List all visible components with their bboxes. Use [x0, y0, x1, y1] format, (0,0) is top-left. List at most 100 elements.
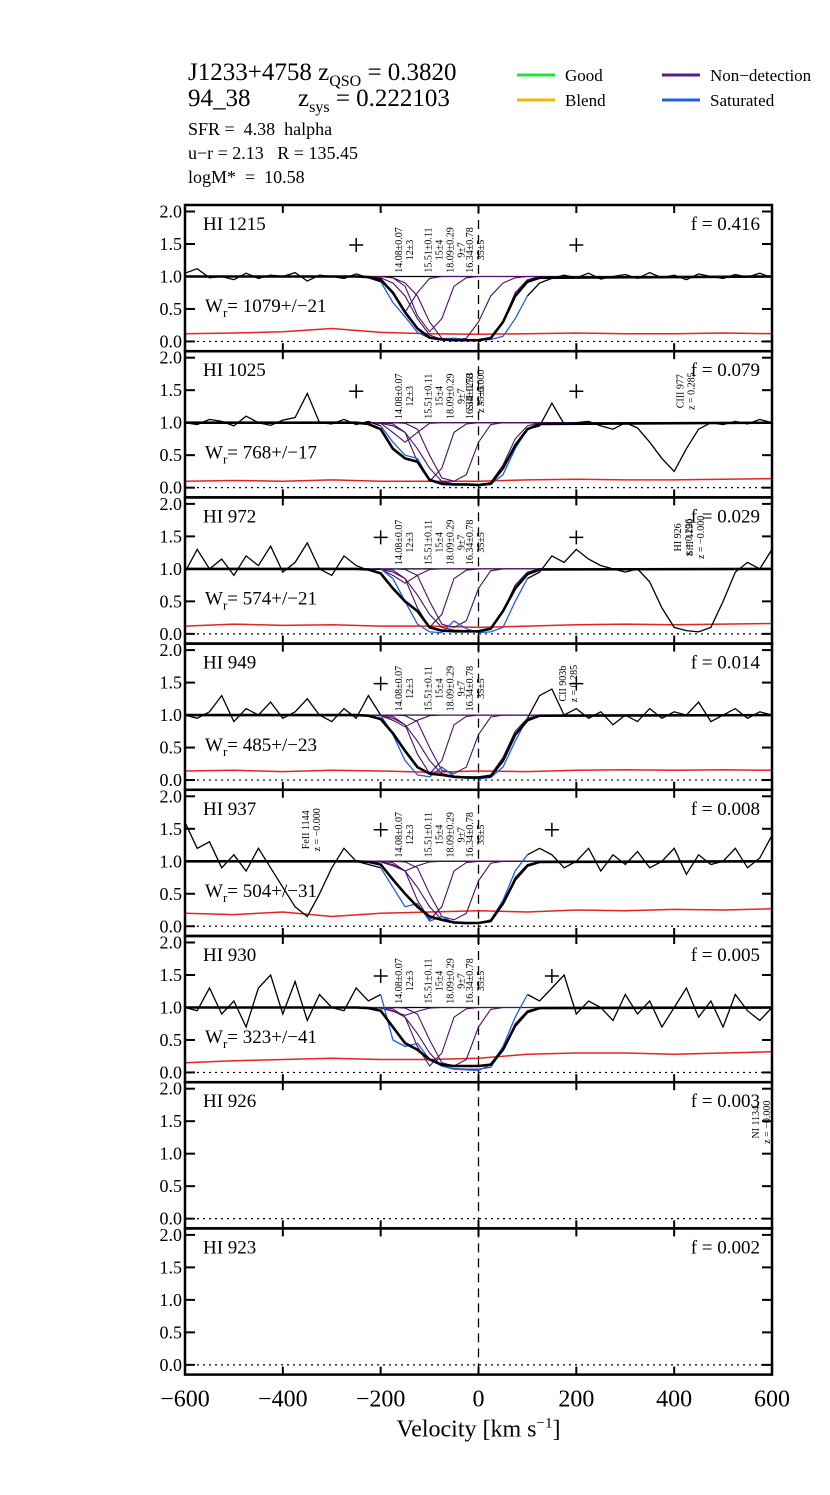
z-symbol: z [298, 85, 309, 112]
y-tick-label: 1.5 [160, 1257, 183, 1277]
color-text: u−r = 2.13 R = 135.45 [188, 143, 358, 163]
transition-label: HI 949 [203, 653, 256, 674]
component-b: 35±5 [476, 240, 487, 261]
component-logn: 14.08±0.07 [394, 227, 405, 273]
line-id-z: z = −0.000 [762, 1101, 773, 1144]
line-id-name: HI 926 [673, 523, 684, 551]
wr-subscript: r [223, 451, 228, 466]
wr-value: = 485+/−23 [227, 735, 317, 756]
component-b: 15±4 [434, 971, 445, 992]
y-tick-label: 0.5 [160, 445, 183, 465]
equivalent-width: Wr= 485+/−23 [205, 735, 317, 759]
equivalent-width: Wr= 323+/−41 [205, 1027, 317, 1051]
y-tick-label: 1.0 [160, 1290, 183, 1310]
component-b: 35±5 [476, 386, 487, 407]
component-b: 35±5 [476, 532, 487, 553]
flux-spectrum [184, 822, 773, 918]
panel: 0.0 0.5 1.0 1.5 2.0 HI 972 f = 0.029 Wr= 574+/−… [160, 494, 774, 645]
y-tick-label: 2.0 [160, 1079, 183, 1099]
y-tick-label: 1.0 [160, 997, 183, 1017]
panel: 0.0 0.5 1.0 1.5 2.0 HI 937 f = 0.008 Wr= 504+/−… [160, 786, 774, 938]
y-tick-label: 0.0 [160, 1209, 183, 1229]
transition-label: HI 972 [203, 506, 256, 527]
integration-limit [373, 969, 388, 983]
line-id-z: z = 0.285 [686, 372, 697, 410]
component-logn: 16.34±0.78 [465, 520, 476, 566]
component-logn: 14.08±0.07 [394, 812, 405, 858]
mass-text: logM* = 10.58 [188, 167, 305, 187]
error-spectrum [184, 622, 773, 629]
wr-subscript: r [223, 1036, 228, 1051]
transition-label: HI 1215 [203, 214, 266, 235]
line-id-z: z = −0.000 [312, 808, 323, 851]
y-tick-label: 0.5 [160, 1030, 183, 1050]
line-id-z: z = 0.285 [569, 665, 580, 703]
model-fit [185, 1006, 773, 1068]
y-tick-label: 0.0 [160, 770, 183, 790]
y-tick-label: 0.0 [160, 624, 183, 644]
error-spectrum [184, 768, 773, 774]
panel: 0.0 0.5 1.0 1.5 2.0 −600 −400 −200 0 200 400 600 Vel… [160, 1225, 791, 1443]
equivalent-width: Wr= 504+/−31 [205, 881, 317, 905]
wr-subscript: r [223, 305, 228, 320]
flux-spectrum [184, 688, 773, 726]
y-tick-label: 0.0 [160, 1355, 183, 1375]
y-tick-label: 2.0 [160, 1225, 183, 1245]
y-tick-label: 2.0 [160, 494, 183, 514]
wr-value: = 504+/−31 [227, 881, 317, 902]
line-id-z: z = 0.226 [684, 519, 695, 557]
subscript: QSO [329, 73, 361, 90]
component-b: 12±3 [405, 240, 416, 261]
integration-limit [569, 384, 584, 399]
component-logn: 15.51±0.11 [423, 374, 434, 419]
wr-symbol: W [205, 442, 223, 463]
sfr-text: SFR = 4.38 halpha [188, 119, 332, 139]
integration-limit [544, 969, 559, 983]
component-b: 15±4 [434, 240, 445, 261]
transition-label: HI 930 [203, 945, 256, 966]
wr-subscript: r [223, 890, 228, 905]
component-logn: 14.08±0.07 [394, 666, 405, 712]
component-logn: 15.51±0.11 [423, 812, 434, 857]
x-tick-label: 200 [558, 1387, 594, 1413]
y-tick-label: 0.0 [160, 478, 183, 498]
oscillator-strength: f = 0.003 [691, 1091, 760, 1112]
line-id-name: SiII 1190 [685, 519, 696, 556]
panel: 0.0 0.5 1.0 1.5 2.0 HI 1025 f = 0.079 Wr= 768+/… [160, 348, 774, 499]
component-logn: 16.34±0.78 [465, 227, 476, 273]
flux-spectrum [380, 281, 528, 341]
component-logn: 18.09±0.29 [445, 227, 456, 273]
component-b: 9±7 [456, 242, 467, 258]
wr-symbol: W [205, 735, 223, 756]
y-tick-label: 0.5 [160, 884, 183, 904]
integration-limit [569, 676, 584, 691]
y-tick-label: 1.5 [160, 819, 183, 839]
y-tick-label: 1.0 [160, 559, 183, 579]
y-tick-label: 0.5 [160, 299, 183, 319]
y-tick-label: 1.5 [160, 380, 183, 400]
component-b: 12±3 [405, 825, 416, 846]
x-tick-label: −600 [160, 1387, 210, 1413]
transition-label: HI 926 [203, 1091, 256, 1112]
model-fit [185, 713, 773, 779]
y-tick-label: 1.0 [160, 413, 183, 433]
equivalent-width: Wr= 574+/−21 [205, 589, 317, 613]
component-b: 9±7 [456, 535, 467, 551]
model-fit [185, 567, 773, 633]
line-id-name: CII 903b [558, 666, 569, 702]
title-line-1: J1233+4758 zQSO = 0.3820 [188, 59, 457, 90]
legend-label: Non−detection [710, 66, 812, 85]
component-b: 9±7 [456, 973, 467, 989]
x-tick-label: −400 [258, 1387, 308, 1413]
x-label-text: Velocity [km s [397, 1417, 537, 1443]
error-spectrum [184, 477, 773, 482]
component-logn: 14.08±0.07 [394, 520, 405, 566]
y-tick-label: 0.5 [160, 738, 183, 758]
redshift: = 0.222103 [330, 85, 450, 112]
component-b: 12±3 [405, 971, 416, 992]
component-b: 15±4 [434, 825, 445, 846]
y-tick-label: 1.0 [160, 851, 183, 871]
wr-subscript: r [223, 598, 228, 613]
system-id: 94_38 [188, 85, 251, 112]
